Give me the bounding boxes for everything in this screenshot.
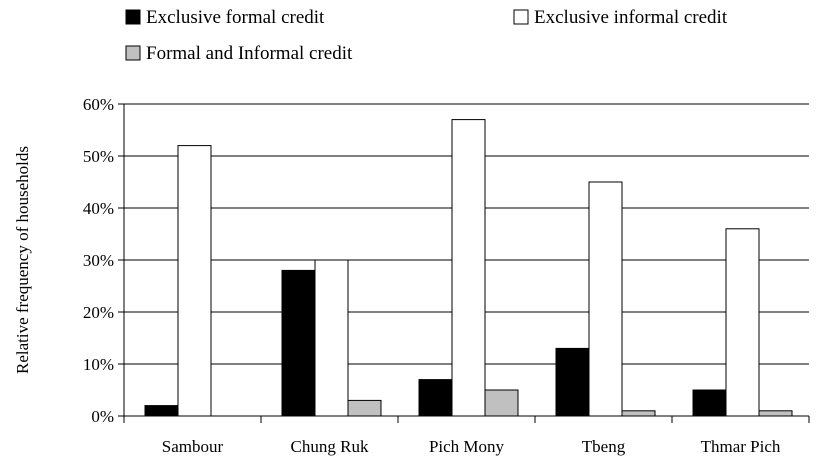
bar-chung-ruk-formal-and-informal-credit <box>347 399 382 417</box>
legend-label-exclusive-formal: Exclusive formal credit <box>146 7 325 28</box>
x-tick-label-sambour: Sambour <box>162 437 224 456</box>
legend-item-exclusive-formal: Exclusive formal credit <box>125 7 325 28</box>
legend-label-exclusive-informal: Exclusive informal credit <box>534 7 728 28</box>
bar-pich-mony-exclusive-formal-credit <box>418 379 453 417</box>
y-tick-label: 30% <box>83 251 114 270</box>
y-tick-label: 20% <box>83 303 114 322</box>
bar-chung-ruk-exclusive-informal-credit <box>314 259 349 417</box>
bar-thmar-pich-exclusive-informal-credit <box>725 228 760 417</box>
y-tick-label: 40% <box>83 199 114 218</box>
legend-swatch-exclusive-formal <box>125 9 141 25</box>
y-tick-label: 60% <box>83 95 114 114</box>
legend-item-exclusive-informal: Exclusive informal credit <box>513 7 728 28</box>
y-tick-label: 0% <box>91 407 114 426</box>
bar-thmar-pich-formal-and-informal-credit <box>758 410 793 417</box>
legend-swatch-exclusive-informal <box>513 9 529 25</box>
bar-sambour-exclusive-formal-credit <box>144 405 179 417</box>
x-tick-label-pich-mony: Pich Mony <box>429 437 505 456</box>
y-tick-label: 10% <box>83 355 114 374</box>
y-axis-title: Relative frequency of households <box>13 146 32 374</box>
bar-thmar-pich-exclusive-formal-credit <box>692 389 727 417</box>
bar-pich-mony-formal-and-informal-credit <box>484 389 519 417</box>
bar-sambour-exclusive-informal-credit <box>177 145 212 417</box>
bar-tbeng-exclusive-formal-credit <box>555 347 590 417</box>
bar-pich-mony-exclusive-informal-credit <box>451 119 486 417</box>
bar-tbeng-exclusive-informal-credit <box>588 181 623 417</box>
bar-tbeng-formal-and-informal-credit <box>621 410 656 417</box>
x-tick-labels: Sambour Chung Ruk Pich Mony Tbeng Thmar Pich <box>162 437 781 456</box>
x-tick-label-tbeng: Tbeng <box>582 437 626 456</box>
legend-label-formal-and-informal: Formal and Informal credit <box>146 43 353 64</box>
x-tick-label-thmar-pich: Thmar Pich <box>701 437 781 456</box>
y-tick-labels: 0% 10% 20% 30% 40% 50% 60% <box>83 95 124 426</box>
legend: Exclusive formal credit Exclusive inform… <box>125 7 728 64</box>
bar-chung-ruk-exclusive-formal-credit <box>281 269 316 417</box>
legend-swatch-formal-and-informal <box>125 45 141 61</box>
legend-item-formal-and-informal: Formal and Informal credit <box>125 43 353 64</box>
x-tick-label-chung-ruk: Chung Ruk <box>291 437 369 456</box>
y-tick-label: 50% <box>83 147 114 166</box>
bars <box>144 119 793 417</box>
